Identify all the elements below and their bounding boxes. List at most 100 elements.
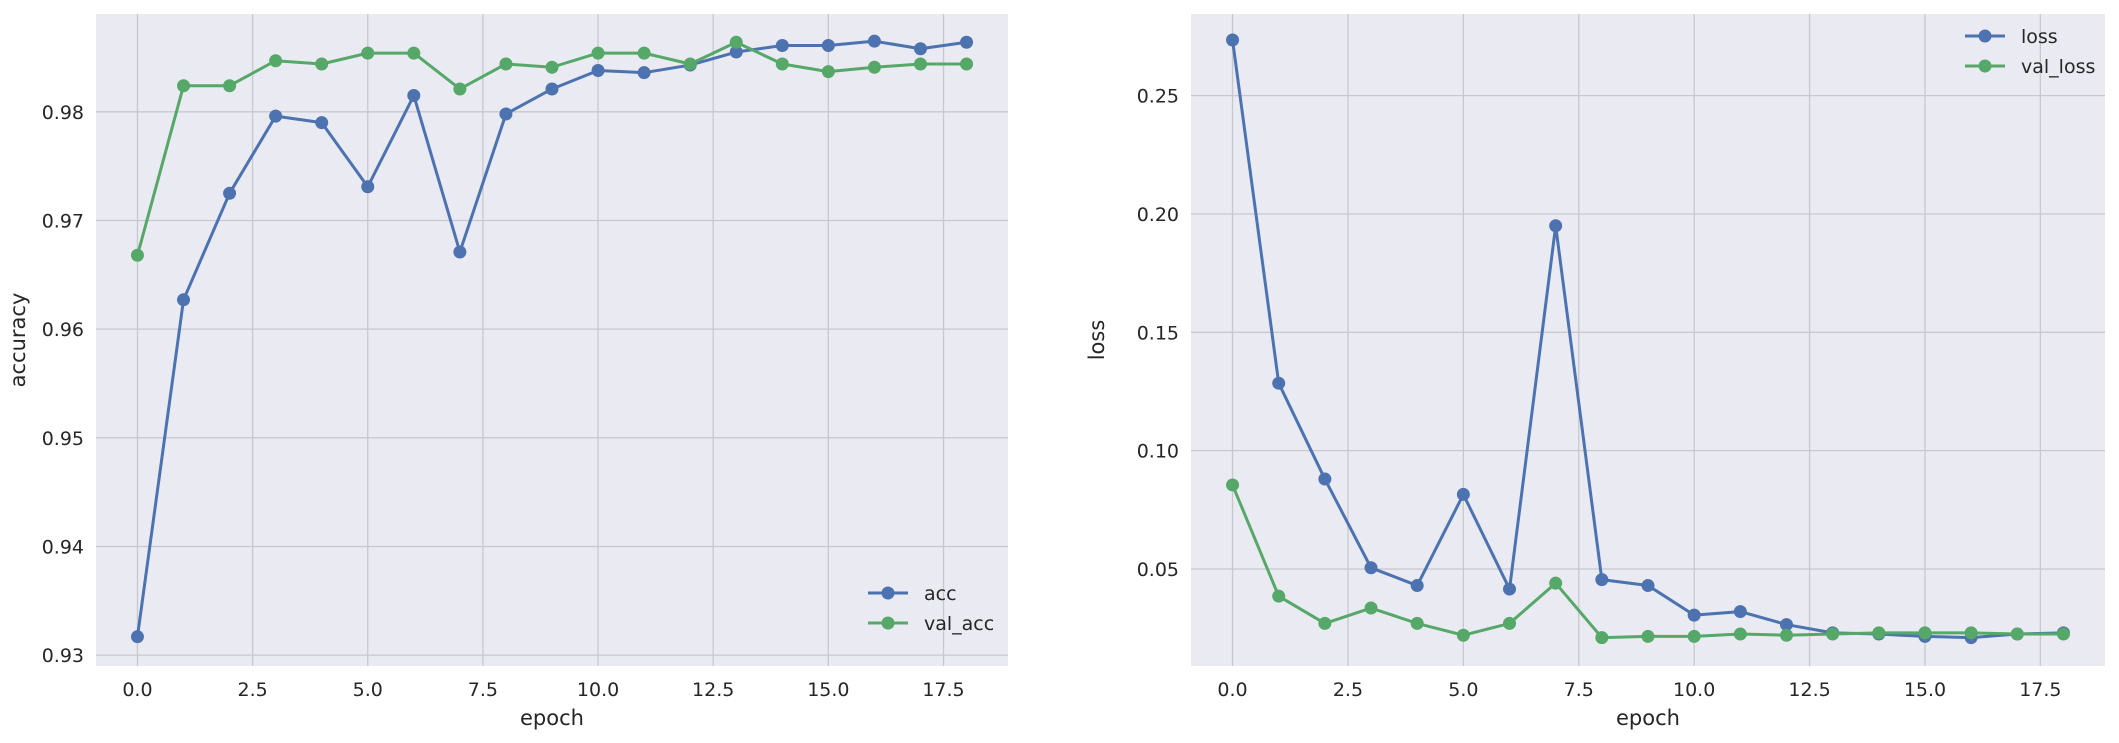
- series-val_acc: [130, 35, 974, 262]
- y-tick-label: 0.15: [1137, 322, 1179, 344]
- data-point-val_acc: [960, 57, 974, 71]
- x-tick-label: 10.0: [577, 679, 619, 701]
- grid: [96, 14, 1008, 666]
- data-point-val_loss: [1826, 627, 1840, 641]
- data-point-acc: [177, 293, 191, 307]
- data-point-val_loss: [1779, 628, 1793, 642]
- x-tick-label: 5.0: [353, 679, 383, 701]
- legend-label-val_loss: val_loss: [2021, 56, 2095, 78]
- data-point-val_loss: [1318, 616, 1332, 630]
- y-tick-label: 0.97: [42, 210, 84, 232]
- y-axis-label: accuracy: [6, 293, 30, 388]
- data-point-val_acc: [683, 57, 697, 71]
- data-point-val_acc: [637, 46, 651, 60]
- data-point-val_acc: [130, 248, 144, 262]
- data-point-loss: [1364, 561, 1378, 575]
- data-point-acc: [407, 89, 421, 102]
- y-tick-label: 0.96: [42, 319, 84, 341]
- data-point-val_acc: [729, 35, 743, 49]
- data-point-val_loss: [1964, 626, 1978, 640]
- y-tick-label: 0.05: [1137, 559, 1179, 581]
- data-point-val_loss: [1503, 616, 1517, 630]
- plot-area: [96, 14, 1008, 666]
- data-point-val_acc: [545, 60, 559, 74]
- data-point-val_acc: [269, 54, 283, 68]
- data-point-loss: [1318, 472, 1332, 486]
- legend-marker-val_acc: [881, 616, 895, 630]
- x-tick-label: 7.5: [468, 679, 498, 701]
- data-point-loss: [1503, 582, 1517, 596]
- data-point-acc: [913, 42, 927, 56]
- data-point-loss: [1272, 376, 1286, 390]
- data-point-val_acc: [453, 82, 467, 96]
- x-tick-label: 0.0: [122, 679, 152, 701]
- x-tick-label: 15.0: [1904, 679, 1946, 701]
- x-tick-label: 10.0: [1673, 679, 1715, 701]
- data-point-loss: [1595, 573, 1609, 587]
- data-point-val_acc: [315, 57, 329, 71]
- plot-area: [1191, 14, 2105, 666]
- data-point-acc: [269, 109, 283, 123]
- data-point-val_acc: [223, 79, 237, 93]
- legend: acc val_acc: [868, 583, 994, 635]
- data-point-loss: [1779, 618, 1793, 632]
- data-point-loss: [1687, 608, 1701, 622]
- data-point-val_acc: [591, 46, 605, 60]
- x-tick-label: 17.5: [922, 679, 964, 701]
- data-point-val_loss: [1918, 626, 1932, 640]
- x-axis-label: epoch: [1616, 706, 1680, 730]
- x-axis-label: epoch: [520, 706, 584, 730]
- data-point-val_loss: [1410, 616, 1424, 630]
- data-point-loss: [1456, 487, 1470, 501]
- legend-label-val_acc: val_acc: [924, 613, 994, 635]
- legend-marker-loss: [1978, 29, 1992, 43]
- data-point-acc: [545, 82, 559, 96]
- data-point-val_loss: [1549, 576, 1563, 590]
- x-tick-label: 17.5: [2019, 679, 2061, 701]
- data-point-loss: [1641, 579, 1655, 593]
- data-point-acc: [867, 34, 881, 48]
- data-point-val_loss: [1641, 629, 1655, 643]
- data-point-val_loss: [1872, 626, 1886, 640]
- data-point-val_loss: [2010, 627, 2024, 641]
- data-point-acc: [223, 186, 237, 200]
- data-point-acc: [960, 35, 974, 49]
- x-tick-label: 0.0: [1217, 679, 1247, 701]
- data-point-acc: [591, 64, 605, 78]
- data-point-acc: [130, 630, 144, 644]
- x-tick-label: 2.5: [237, 679, 267, 701]
- grid: [1191, 14, 2105, 666]
- data-point-val_acc: [867, 60, 881, 74]
- data-point-loss: [1410, 579, 1424, 593]
- data-point-loss: [1549, 219, 1563, 233]
- y-tick-label: 0.25: [1137, 86, 1179, 108]
- data-point-acc: [315, 116, 329, 130]
- data-point-val_loss: [2056, 627, 2070, 641]
- y-tick-label: 0.93: [42, 645, 84, 667]
- data-point-acc: [637, 66, 651, 80]
- data-point-val_acc: [361, 46, 375, 60]
- legend-marker-val_loss: [1978, 59, 1992, 73]
- data-point-val_loss: [1364, 601, 1378, 615]
- y-tick-label: 0.20: [1137, 204, 1179, 226]
- data-point-val_acc: [407, 46, 421, 60]
- x-tick-label: 12.5: [1788, 679, 1830, 701]
- data-point-val_loss: [1687, 629, 1701, 643]
- data-point-val_acc: [913, 57, 927, 71]
- x-tick-label: 2.5: [1333, 679, 1363, 701]
- x-tick-label: 12.5: [692, 679, 734, 701]
- y-tick-label: 0.95: [42, 428, 84, 450]
- legend-label-loss: loss: [2021, 26, 2058, 48]
- data-point-loss: [1733, 605, 1747, 619]
- x-tick-label: 15.0: [807, 679, 849, 701]
- legend-label-acc: acc: [924, 583, 957, 605]
- data-point-val_acc: [775, 57, 789, 71]
- data-point-val_loss: [1226, 478, 1240, 492]
- data-point-val_loss: [1272, 589, 1286, 603]
- series-val_loss: [1226, 478, 2070, 645]
- data-point-acc: [361, 180, 375, 194]
- y-axis-label: loss: [1085, 320, 1109, 361]
- legend: loss val_loss: [1965, 26, 2095, 78]
- data-point-acc: [499, 107, 513, 121]
- data-point-val_loss: [1456, 628, 1470, 642]
